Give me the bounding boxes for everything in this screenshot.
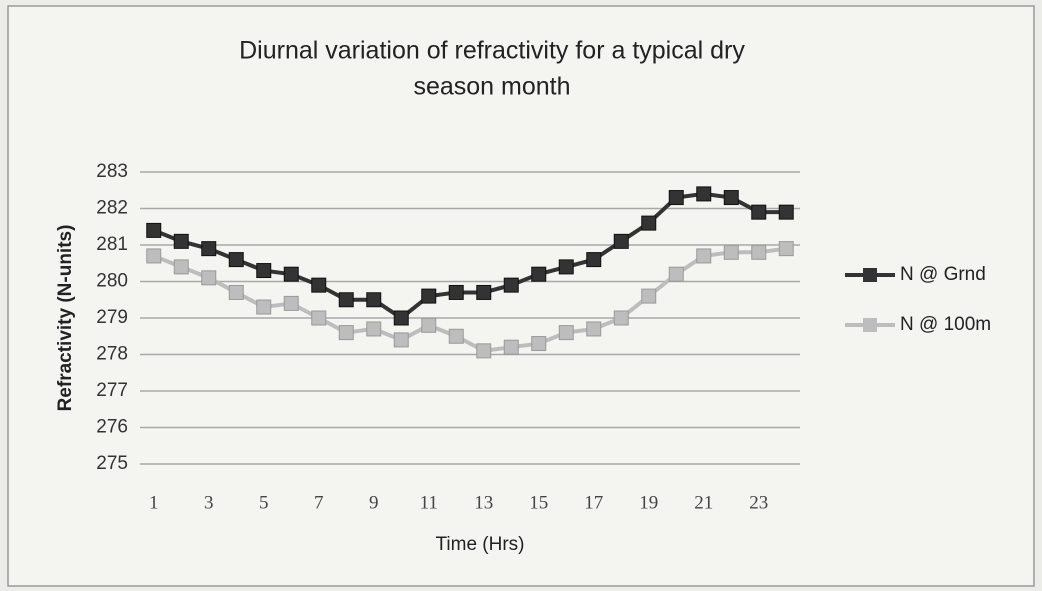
x-tick-label: 11 <box>420 492 438 513</box>
y-tick-label: 282 <box>96 198 128 219</box>
point-marker <box>613 233 629 249</box>
y-tick-label: 277 <box>96 380 128 401</box>
y-tick-label: 276 <box>96 417 128 438</box>
x-tick-label: 7 <box>314 492 324 513</box>
point-marker <box>751 204 767 220</box>
legend-label: N @ Grnd <box>900 264 986 285</box>
y-tick-label: 280 <box>96 271 128 292</box>
point-marker <box>173 259 189 275</box>
point-marker <box>311 277 327 293</box>
x-tick-label: 3 <box>204 492 214 513</box>
point-marker <box>613 310 629 326</box>
point-marker <box>283 266 299 282</box>
point-marker <box>778 241 794 257</box>
point-marker <box>448 284 464 300</box>
y-tick-label: 279 <box>96 307 128 328</box>
point-marker <box>338 325 354 341</box>
point-marker <box>641 215 657 231</box>
point-marker <box>503 277 519 293</box>
y-tick-label: 275 <box>96 453 128 474</box>
x-tick-label: 23 <box>749 492 768 513</box>
point-marker <box>696 186 712 202</box>
point-marker <box>476 284 492 300</box>
y-tick-label: 281 <box>96 234 128 255</box>
point-marker <box>476 343 492 359</box>
point-marker <box>146 248 162 264</box>
x-tick-label: 17 <box>584 492 603 513</box>
point-marker <box>531 266 547 282</box>
point-marker <box>366 292 382 308</box>
point-marker <box>448 328 464 344</box>
point-marker <box>201 241 217 257</box>
point-marker <box>723 244 739 260</box>
x-tick-label: 21 <box>694 492 713 513</box>
x-tick-label: 9 <box>369 492 379 513</box>
point-marker <box>586 252 602 268</box>
point-marker <box>201 270 217 286</box>
point-marker <box>228 252 244 268</box>
point-marker <box>696 248 712 264</box>
point-marker <box>751 244 767 260</box>
point-marker <box>311 310 327 326</box>
point-marker <box>531 336 547 352</box>
point-marker <box>586 321 602 337</box>
point-marker <box>778 204 794 220</box>
point-marker <box>173 233 189 249</box>
point-marker <box>558 325 574 341</box>
chart-frame <box>7 5 1035 587</box>
chart-subtitle: season month <box>413 73 570 101</box>
x-tick-label: 5 <box>259 492 269 513</box>
point-marker <box>256 299 272 315</box>
point-marker <box>641 288 657 304</box>
x-tick-label: 19 <box>639 492 658 513</box>
x-axis-label: Time (Hrs) <box>436 534 525 555</box>
point-marker <box>723 190 739 206</box>
point-marker <box>558 259 574 275</box>
y-tick-label: 278 <box>96 344 128 365</box>
point-marker <box>503 339 519 355</box>
point-marker <box>668 266 684 282</box>
point-marker <box>366 321 382 337</box>
y-tick-label: 283 <box>96 161 128 182</box>
point-marker <box>256 263 272 279</box>
chart-title: Diurnal variation of refractivity for a … <box>239 37 745 65</box>
point-marker <box>228 284 244 300</box>
point-marker <box>393 310 409 326</box>
legend-label: N @ 100m <box>900 314 991 335</box>
point-marker <box>421 317 437 333</box>
point-marker <box>146 222 162 238</box>
point-marker <box>393 332 409 348</box>
legend-marker <box>863 268 877 282</box>
legend-marker <box>863 318 877 332</box>
y-axis-label: Refractivity (N-units) <box>55 225 76 412</box>
point-marker <box>283 295 299 311</box>
x-tick-label: 13 <box>474 492 493 513</box>
x-tick-label: 15 <box>529 492 548 513</box>
point-marker <box>668 190 684 206</box>
x-tick-label: 1 <box>149 492 159 513</box>
point-marker <box>338 292 354 308</box>
point-marker <box>421 288 437 304</box>
